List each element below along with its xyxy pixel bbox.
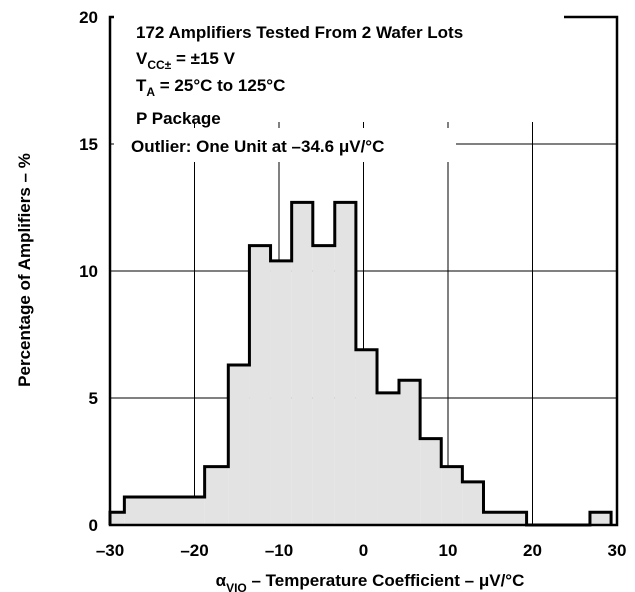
histogram-bar [462,481,484,525]
annotation-line-5: Outlier: One Unit at –34.6 μV/°C [131,137,384,156]
y-tick-labels: 0 5 10 15 20 [79,8,98,535]
histogram-bar [483,512,527,525]
x-tick-labels: –30 –20 –10 0 10 20 30 [96,541,627,560]
y-tick-label: 15 [79,135,98,154]
histogram-bar [441,466,463,525]
annotation-line-1: 172 Amplifiers Tested From 2 Wafer Lots [136,23,463,42]
histogram-bar [312,245,335,525]
histogram-bar [249,245,271,525]
annotation-bg-top [114,12,564,122]
histogram-outline [108,200,613,527]
annotation-line-2: VCC± = ±15 V [136,49,236,72]
histogram-bar [589,512,612,525]
annotation-line-4: P Package [136,109,221,128]
histogram-bar [334,202,356,526]
histogram-bar [124,497,205,525]
histogram-bar [270,260,292,525]
y-tick-label: 0 [89,516,98,535]
y-tick-label: 10 [79,262,98,281]
histogram-bar [420,438,442,525]
x-tick-label: –20 [180,541,208,560]
y-tick-label: 20 [79,8,98,27]
histogram-bar [204,466,229,525]
x-tick-label: 0 [359,541,368,560]
histogram-bar [228,364,250,525]
y-tick-label: 5 [89,389,98,408]
histogram-bars [108,200,613,527]
x-tick-label: 30 [608,541,627,560]
annotation-bg-outlier [114,128,456,162]
histogram-bar [291,202,313,526]
histogram-bar [398,380,421,525]
histogram-bar [355,349,378,525]
x-tick-label: –10 [265,541,293,560]
x-tick-label: 20 [523,541,542,560]
annotation-line-3: TA = 25°C to 125°C [136,76,285,99]
histogram-bar [377,392,399,525]
x-axis-label: αVIO – Temperature Coefficient – μV/°C [216,571,525,592]
x-tick-label: 10 [439,541,458,560]
y-axis-label: Percentage of Amplifiers – % [15,153,34,387]
x-tick-label: –30 [96,541,124,560]
histogram-bar [110,512,125,525]
